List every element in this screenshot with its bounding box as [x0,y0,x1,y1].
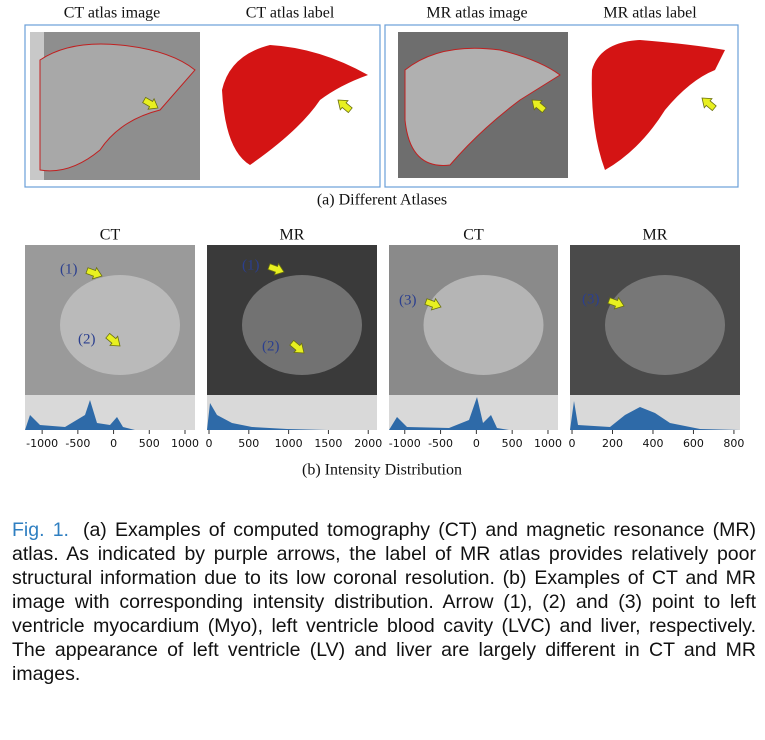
x-tick-label: -500 [65,437,90,450]
x-tick-label: -1000 [26,437,58,450]
image [605,275,725,375]
histogram [207,403,327,430]
histogram [389,397,509,430]
x-tick-label: 500 [238,437,259,450]
box [24,24,381,188]
x-tick-label: 0 [205,437,212,450]
image [242,275,362,375]
figure-caption: Fig. 1. (a) Examples of computed tomograp… [12,518,756,686]
annotation: (3) [399,292,417,308]
x-tick-label: 800 [723,437,744,450]
arrow [333,95,355,116]
annotation: (2) [262,338,280,354]
annotation: (1) [242,257,260,273]
panels: CT (1) (2) -1000 -500 0 500 1000 MR (1) (2) 0 500 100… [25,227,744,450]
caption-label: Fig. 1. [12,519,69,541]
caption: (a) Different Atlases [317,192,447,209]
panel-title: MR [643,227,668,244]
x-tick-label: 0 [473,437,480,450]
x-tick-label: 0 [110,437,117,450]
x-tick-label: 0 [569,437,576,450]
histogram [570,401,740,430]
annotation: (3) [582,291,600,307]
image [423,275,544,375]
x-tick-label: -500 [428,437,453,450]
panel-title: CT [463,227,484,244]
panel-title: CT [100,227,121,244]
x-tick-label: 400 [642,437,663,450]
panel-title: MR [280,227,305,244]
arrow [697,93,719,114]
caption: (b) Intensity Distribution [302,462,462,479]
contour [404,47,561,166]
box [384,24,739,188]
annotation: (2) [78,331,96,347]
x-tick-label: 500 [502,437,523,450]
liver-label [591,40,725,170]
x-tick-label: 1000 [534,437,562,450]
contour [39,43,196,172]
histogram-bg [25,395,195,430]
histogram [25,400,135,430]
x-tick-label: 1000 [275,437,303,450]
x-tick-label: -1000 [389,437,421,450]
image [60,275,180,375]
x-tick-label: 1500 [314,437,342,450]
x-tick-label: 600 [683,437,704,450]
label: MR atlas label [603,5,697,22]
x-tick-label: 500 [139,437,160,450]
caption-text: (a) Examples of computed tomography (CT)… [12,519,757,685]
x-tick-label: 2000 [354,437,382,450]
x-tick-label: 1000 [171,437,199,450]
figure: CT atlas image CT atlas label MR atlas i… [24,5,744,479]
label: CT atlas image [64,5,161,22]
label: CT atlas label [246,5,335,22]
label: MR atlas image [426,5,527,22]
annotation: (1) [60,261,78,277]
liver-label [222,45,368,165]
x-tick-label: 200 [602,437,623,450]
